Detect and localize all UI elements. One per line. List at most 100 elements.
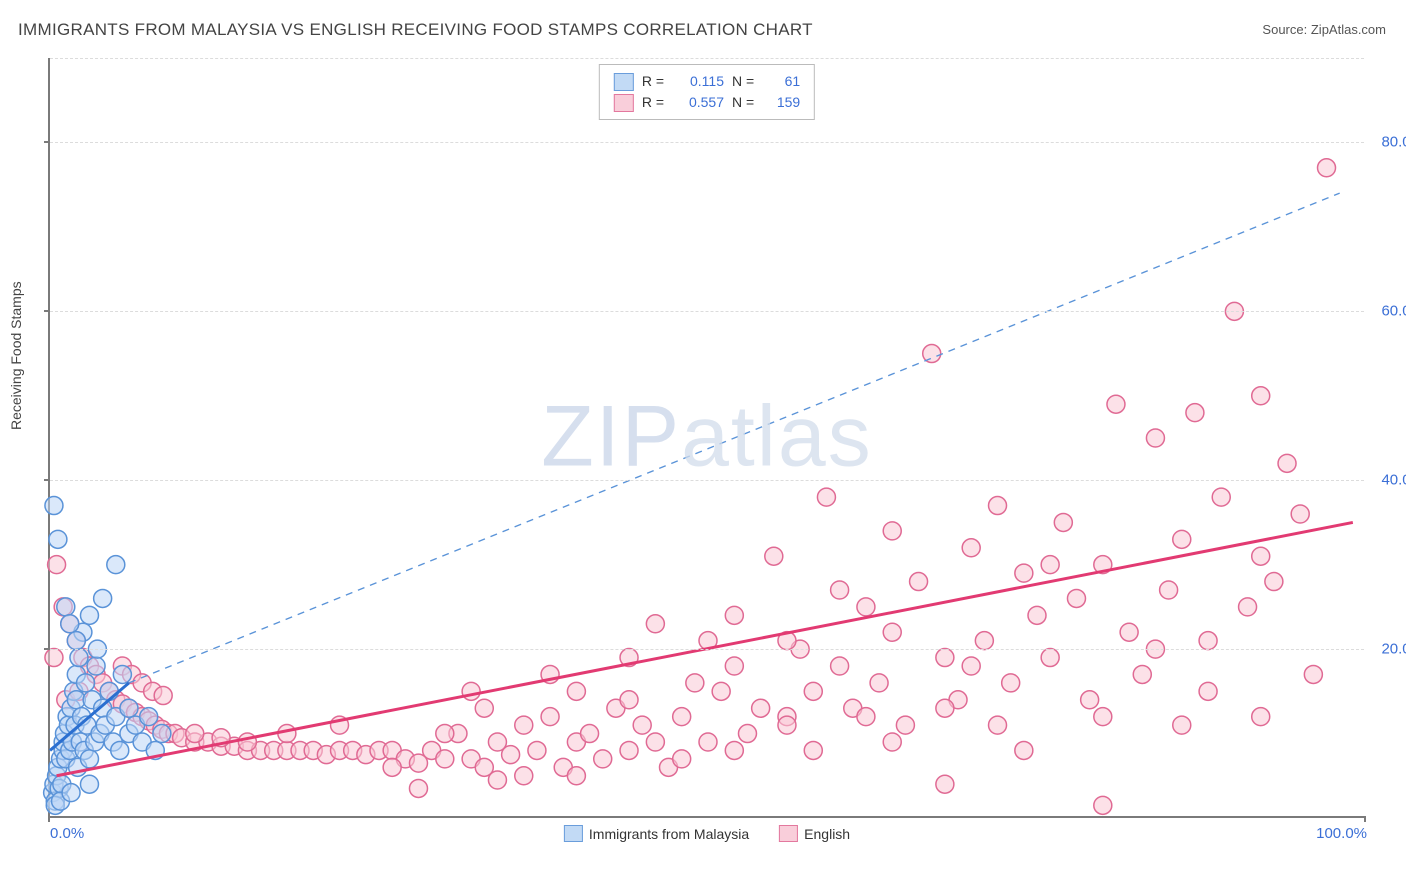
data-point-malaysia (80, 775, 98, 793)
data-point-english (383, 758, 401, 776)
legend-N-label: N = (732, 92, 754, 113)
data-point-english (1041, 556, 1059, 574)
data-point-english (409, 779, 427, 797)
data-point-english (581, 725, 599, 743)
data-point-english (936, 699, 954, 717)
data-point-malaysia (80, 606, 98, 624)
data-point-english (1028, 606, 1046, 624)
data-point-english (1318, 159, 1336, 177)
data-point-english (857, 708, 875, 726)
legend-row-english: R = 0.557 N = 159 (614, 92, 800, 113)
data-point-malaysia (70, 649, 88, 667)
data-point-english (488, 771, 506, 789)
data-point-malaysia (45, 497, 63, 515)
data-point-malaysia (120, 699, 138, 717)
data-point-english (1054, 513, 1072, 531)
data-point-english (541, 708, 559, 726)
legend-N-label: N = (732, 71, 754, 92)
data-point-english (646, 615, 664, 633)
legend-swatch-english (779, 825, 798, 842)
data-point-english (765, 547, 783, 565)
data-point-english (1160, 581, 1178, 599)
data-point-english (725, 606, 743, 624)
correlation-legend: R = 0.115 N = 61 R = 0.557 N = 159 (599, 64, 815, 120)
data-point-english (567, 682, 585, 700)
y-tick-label: 60.0% (1372, 303, 1406, 320)
data-point-english (1002, 674, 1020, 692)
data-point-english (831, 581, 849, 599)
data-point-english (620, 741, 638, 759)
data-point-english (1173, 530, 1191, 548)
data-point-english (962, 657, 980, 675)
grid-line (50, 480, 1364, 481)
data-point-english (817, 488, 835, 506)
data-point-english (1212, 488, 1230, 506)
legend-label-malaysia: Immigrants from Malaysia (589, 826, 749, 842)
data-point-english (1094, 708, 1112, 726)
data-point-english (923, 345, 941, 363)
data-point-english (620, 691, 638, 709)
data-point-english (1278, 454, 1296, 472)
data-point-malaysia (111, 741, 129, 759)
grid-line (50, 311, 1364, 312)
data-point-english (910, 573, 928, 591)
legend-R-value-english: 0.557 (672, 92, 724, 113)
y-tick-label: 20.0% (1372, 641, 1406, 658)
x-tick-min: 0.0% (50, 825, 84, 842)
data-point-english (1081, 691, 1099, 709)
data-point-english (1015, 564, 1033, 582)
data-point-english (1173, 716, 1191, 734)
data-point-english (962, 539, 980, 557)
data-point-english (975, 632, 993, 650)
legend-item-english: English (779, 825, 850, 842)
data-point-english (528, 741, 546, 759)
data-point-english (686, 674, 704, 692)
grid-line (50, 142, 1364, 143)
data-point-malaysia (100, 682, 118, 700)
data-point-english (1094, 796, 1112, 814)
data-point-english (857, 598, 875, 616)
y-axis-label: Receiving Food Stamps (8, 281, 24, 430)
data-point-english (1252, 547, 1270, 565)
data-point-english (896, 716, 914, 734)
data-point-english (883, 733, 901, 751)
legend-item-malaysia: Immigrants from Malaysia (564, 825, 749, 842)
data-point-english (594, 750, 612, 768)
data-point-english (1291, 505, 1309, 523)
y-tick-label: 80.0% (1372, 134, 1406, 151)
legend-N-value-malaysia: 61 (762, 71, 800, 92)
data-point-malaysia (77, 674, 95, 692)
series-legend: Immigrants from Malaysia English (564, 825, 850, 842)
legend-R-value-malaysia: 0.115 (672, 71, 724, 92)
data-point-english (831, 657, 849, 675)
data-point-english (989, 497, 1007, 515)
data-point-english (186, 725, 204, 743)
data-point-english (436, 750, 454, 768)
data-point-english (515, 716, 533, 734)
data-point-english (1120, 623, 1138, 641)
source-attribution: Source: ZipAtlas.com (1262, 22, 1386, 37)
data-point-english (752, 699, 770, 717)
data-point-english (989, 716, 1007, 734)
data-point-english (567, 767, 585, 785)
data-point-english (154, 687, 172, 705)
data-point-english (1265, 573, 1283, 591)
source-label: Source: (1262, 22, 1307, 37)
data-point-english (633, 716, 651, 734)
grid-line (50, 649, 1364, 650)
data-point-malaysia (49, 530, 67, 548)
data-point-malaysia (113, 665, 131, 683)
data-point-english (699, 733, 717, 751)
data-point-malaysia (140, 708, 158, 726)
data-point-english (48, 556, 66, 574)
data-point-english (502, 746, 520, 764)
data-point-english (278, 725, 296, 743)
chart-svg-layer (50, 58, 1364, 816)
data-point-english (883, 623, 901, 641)
legend-R-label: R = (642, 92, 664, 113)
data-point-malaysia (80, 750, 98, 768)
chart-plot-area: R = 0.115 N = 61 R = 0.557 N = 159 ZIPat… (48, 58, 1364, 818)
data-point-malaysia (61, 615, 79, 633)
data-point-english (1252, 387, 1270, 405)
data-point-english (1067, 589, 1085, 607)
